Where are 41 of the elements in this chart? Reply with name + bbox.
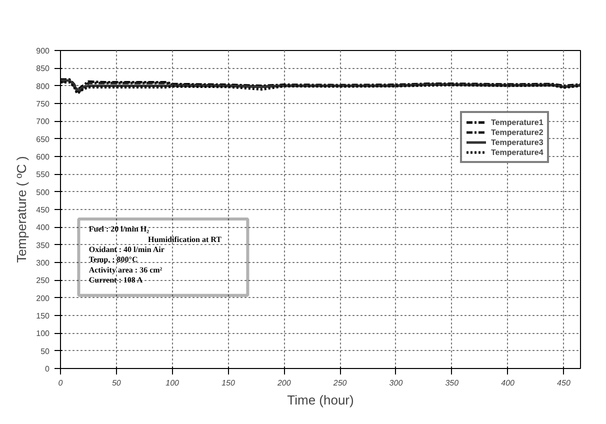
annotation: Activity area : 36 cm² — [88, 265, 163, 274]
y-tick-label: 450 — [36, 206, 50, 214]
y-tick-label: 500 — [36, 188, 50, 197]
x-tick-label: 150 — [222, 378, 236, 388]
x-tick-label: 450 — [557, 378, 571, 388]
y-tick-label: 300 — [36, 258, 50, 268]
legend-label: Temperature1 — [491, 117, 544, 127]
y-tick-label: 800 — [36, 82, 50, 91]
x-tick-label: 300 — [389, 378, 404, 388]
x-axis-title: Time (hour) — [287, 392, 354, 408]
legend-label: Temperature3 — [491, 137, 544, 147]
y-axis-title: Temperature ( ºC ) — [14, 156, 30, 263]
x-tick-label: 200 — [276, 378, 292, 388]
y-tick-label: 700 — [36, 117, 50, 126]
annotation: Oxidant : 40 l/min Air — [88, 245, 165, 254]
y-tick-label: 350 — [36, 240, 50, 250]
x-tick-label: 0 — [58, 378, 64, 388]
y-tick-label: 750 — [36, 100, 50, 108]
y-tick-label: 250 — [36, 276, 50, 286]
annotation: Humidification at RT — [148, 234, 222, 244]
y-tick-label: 50 — [40, 346, 50, 356]
x-tick-label: 50 — [112, 378, 122, 388]
y-tick-label: 600 — [36, 152, 50, 162]
y-tick-label: 650 — [36, 134, 50, 144]
y-tick-label: 400 — [36, 223, 50, 232]
x-tick-label: 400 — [501, 378, 516, 388]
x-tick-label: 100 — [166, 378, 180, 388]
x-tick-label: 250 — [332, 378, 348, 388]
y-tick-label: 100 — [36, 329, 50, 338]
legend-label: Temperature2 — [491, 127, 544, 137]
y-tick-label: 850 — [36, 64, 50, 74]
y-tick-label: 200 — [36, 294, 50, 303]
legend-label: Temperature4 — [491, 147, 544, 157]
y-tick-label: 550 — [36, 170, 50, 180]
y-tick-label: 0 — [45, 364, 50, 374]
annotation: Current : 108 A — [88, 276, 143, 285]
annotation: Fuel : 20 l/min H₂ — [88, 224, 150, 234]
y-tick-label: 900 — [36, 46, 50, 56]
y-tick-label: 150 — [36, 312, 50, 320]
x-tick-label: 350 — [445, 378, 460, 388]
annotation: Temp. : 800°C — [88, 255, 138, 264]
